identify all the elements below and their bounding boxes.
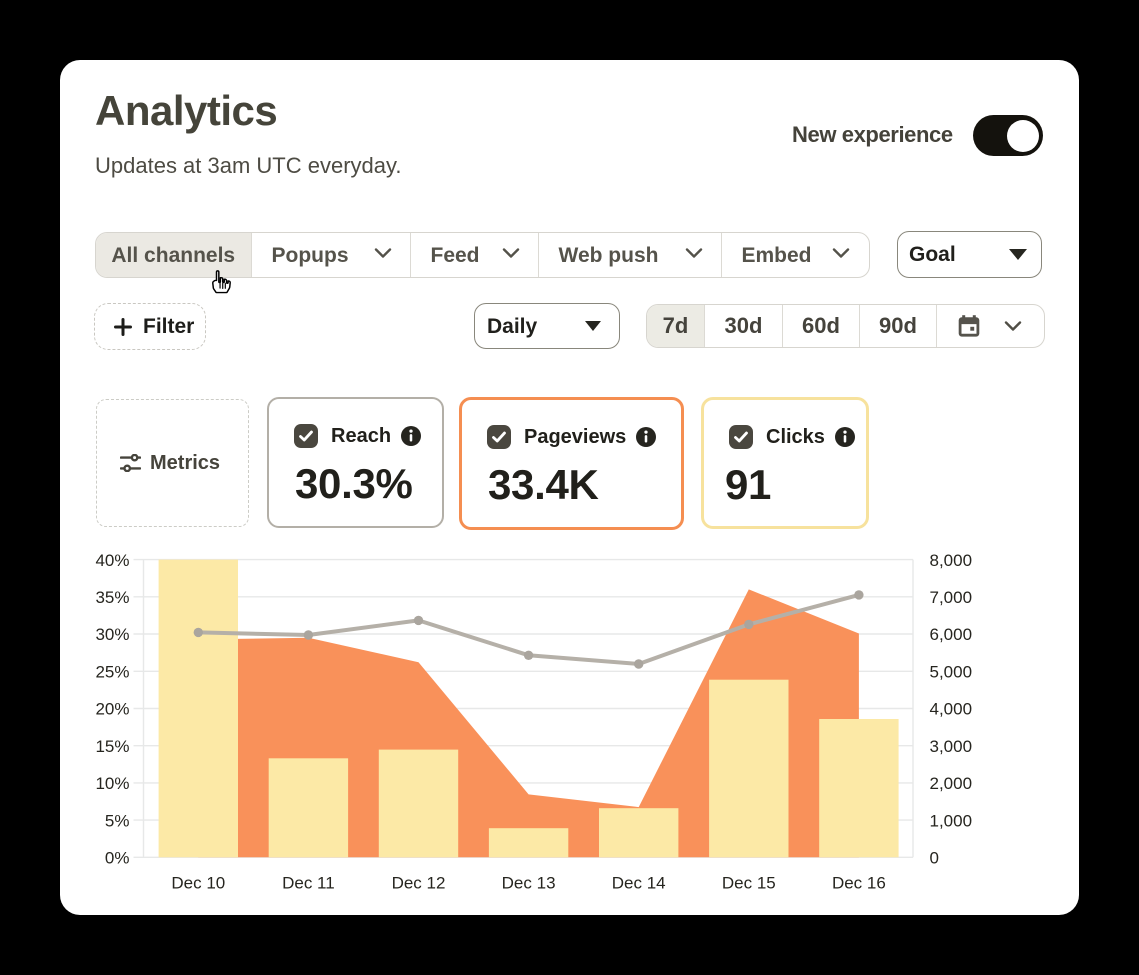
svg-text:4,000: 4,000 <box>930 700 973 719</box>
svg-text:Dec 12: Dec 12 <box>392 874 446 893</box>
svg-text:Dec 11: Dec 11 <box>282 874 335 893</box>
svg-text:7,000: 7,000 <box>930 588 973 607</box>
svg-text:Dec 14: Dec 14 <box>612 874 666 893</box>
svg-text:Dec 16: Dec 16 <box>832 874 886 893</box>
svg-text:20%: 20% <box>95 700 129 719</box>
svg-text:Dec 10: Dec 10 <box>171 874 225 893</box>
svg-text:1,000: 1,000 <box>930 811 973 830</box>
svg-text:25%: 25% <box>95 663 129 682</box>
svg-text:Dec 15: Dec 15 <box>722 874 776 893</box>
svg-text:40%: 40% <box>95 551 129 570</box>
svg-text:8,000: 8,000 <box>930 551 973 570</box>
svg-text:2,000: 2,000 <box>930 774 973 793</box>
svg-text:10%: 10% <box>95 774 129 793</box>
svg-text:3,000: 3,000 <box>930 737 973 756</box>
svg-text:0: 0 <box>930 849 939 868</box>
svg-text:15%: 15% <box>95 737 129 756</box>
svg-text:30%: 30% <box>95 625 129 644</box>
svg-text:5%: 5% <box>105 811 130 830</box>
svg-text:Dec 13: Dec 13 <box>502 874 556 893</box>
svg-text:0%: 0% <box>105 849 130 868</box>
svg-text:35%: 35% <box>95 588 129 607</box>
svg-text:5,000: 5,000 <box>930 663 973 682</box>
svg-text:6,000: 6,000 <box>930 625 973 644</box>
